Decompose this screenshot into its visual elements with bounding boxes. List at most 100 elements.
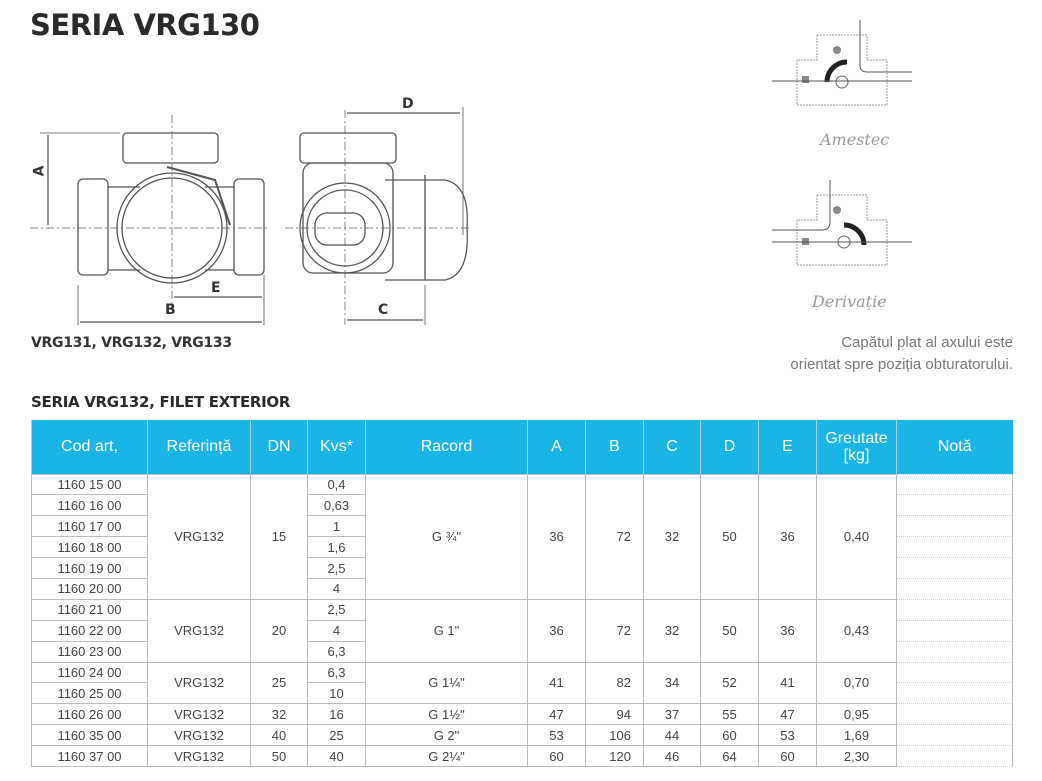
dimension-a-cell: 36 (527, 598, 586, 663)
dimension-c-cell: 46 (643, 745, 701, 767)
dimension-d-cell: 52 (700, 661, 759, 705)
code-cell: 1160 21 00 (31, 598, 148, 621)
note-cell (896, 473, 1013, 496)
dimension-c-cell: 32 (643, 598, 701, 663)
connection-cell: G ¾" (365, 473, 528, 600)
note-cell (896, 640, 1013, 663)
dimension-a-label: A (31, 165, 48, 177)
table-row: 1160 26 00 VRG132 32 16 G 1½" 47 94 37 55 47 0,95 (31, 703, 1013, 726)
column-header-connection: Racord (365, 420, 528, 474)
shaft-note-line: orientat spre poziția obturatorului. (790, 356, 1013, 373)
weight-cell: 1,69 (816, 724, 897, 747)
dn-cell: 15 (250, 473, 308, 600)
kvs-cell: 0,63 (307, 494, 366, 517)
note-cell (896, 703, 1013, 726)
column-header-code: Cod art, (31, 420, 148, 474)
table-title: SERIA VRG132, FILET EXTERIOR (31, 393, 291, 411)
connection-cell: G 2" (365, 724, 528, 747)
kvs-cell: 25 (307, 724, 366, 747)
code-cell: 1160 37 00 (31, 745, 148, 767)
column-header-b: B (585, 420, 644, 474)
kvs-cell: 1,6 (307, 536, 366, 559)
kvs-cell: 2,5 (307, 598, 366, 621)
table-row: 1160 22 00 4 (31, 619, 1013, 642)
column-header-note: Notă (896, 420, 1013, 474)
dimension-d-cell: 60 (700, 724, 759, 747)
code-cell: 1160 22 00 (31, 619, 148, 642)
kvs-cell: 6,3 (307, 661, 366, 684)
code-cell: 1160 17 00 (31, 515, 148, 538)
kvs-cell: 16 (307, 703, 366, 726)
table-row: 1160 19 00 2,5 (31, 557, 1013, 579)
note-cell (896, 577, 1013, 600)
dimension-a-cell: 60 (527, 745, 586, 767)
note-cell (896, 494, 1013, 517)
dimension-e-label: E (211, 280, 221, 296)
dimension-d-cell: 64 (700, 745, 759, 767)
dimension-e-cell: 53 (758, 724, 817, 747)
dimension-d-cell: 50 (700, 473, 759, 600)
note-cell (896, 557, 1013, 579)
dimension-b-cell: 82 (585, 661, 644, 705)
kvs-cell: 40 (307, 745, 366, 767)
dimension-e-cell: 60 (758, 745, 817, 767)
dimension-e-cell: 36 (758, 473, 817, 600)
dimension-a-cell: 36 (527, 473, 586, 600)
mixing-label: Amestec (820, 130, 890, 149)
dimension-c-cell: 37 (643, 703, 701, 726)
dimension-c-cell: 34 (643, 661, 701, 705)
table-row: 1160 23 00 6,3 (31, 640, 1013, 663)
code-cell: 1160 25 00 (31, 682, 148, 705)
column-header-e: E (758, 420, 817, 474)
reference-cell: VRG132 (147, 703, 251, 726)
dimension-e-cell: 36 (758, 598, 817, 663)
weight-cell: 0,40 (816, 473, 897, 600)
weight-cell: 0,43 (816, 598, 897, 663)
table-row: 1160 37 00 VRG132 50 40 G 2¼" 60 120 46 64 60 2,30 (31, 745, 1013, 767)
table-row: 1160 21 00 VRG132 20 2,5 G 1" 36 72 32 50 36 0,43 (31, 598, 1013, 663)
note-cell (896, 536, 1013, 559)
dimension-b-cell: 106 (585, 724, 644, 747)
dimension-b-cell: 72 (585, 598, 644, 663)
kvs-cell: 1 (307, 515, 366, 538)
dimension-d-cell: 50 (700, 598, 759, 663)
kvs-cell: 6,3 (307, 640, 366, 663)
code-cell: 1160 15 00 (31, 473, 148, 496)
table-header-row: Cod art, Referință DN Kvs* Racord A B C D E Greuta… (31, 420, 1013, 474)
note-cell (896, 619, 1013, 642)
dimension-b-label: B (165, 302, 176, 318)
kvs-cell: 2,5 (307, 557, 366, 579)
connection-cell: G 2¼" (365, 745, 528, 767)
dn-cell: 40 (250, 724, 308, 747)
valve-front-view-drawing (30, 115, 270, 325)
dimension-a-cell: 53 (527, 724, 586, 747)
dn-cell: 32 (250, 703, 308, 726)
code-cell: 1160 35 00 (31, 724, 148, 747)
code-cell: 1160 16 00 (31, 494, 148, 517)
dimension-d-label: D (402, 96, 414, 112)
table-row: 1160 20 00 4 (31, 577, 1013, 600)
dimension-a-cell: 41 (527, 661, 586, 705)
kvs-cell: 0,4 (307, 473, 366, 496)
reference-cell: VRG132 (147, 745, 251, 767)
reference-cell: VRG132 (147, 724, 251, 747)
product-table: Cod art, Referință DN Kvs* Racord A B C D E Greuta… (31, 420, 1013, 767)
note-cell (896, 724, 1013, 747)
mixing-flow-diagram (772, 20, 912, 106)
bypass-label: Derivație (812, 292, 887, 311)
column-header-dn: DN (250, 420, 308, 474)
models-caption: VRG131, VRG132, VRG133 (31, 335, 232, 351)
code-cell: 1160 18 00 (31, 536, 148, 559)
connection-cell: G 1¼" (365, 661, 528, 705)
reference-cell: VRG132 (147, 598, 251, 663)
code-cell: 1160 23 00 (31, 640, 148, 663)
reference-cell: VRG132 (147, 661, 251, 705)
connection-cell: G 1" (365, 598, 528, 663)
table-row: 1160 24 00 VRG132 25 6,3 G 1¼" 41 82 34 52 41 0,70 (31, 661, 1013, 705)
shaft-note-line: Capătul plat al axului este (841, 334, 1013, 351)
dimension-b-cell: 94 (585, 703, 644, 726)
column-header-kvs: Kvs* (307, 420, 366, 474)
dimension-b-cell: 120 (585, 745, 644, 767)
weight-cell: 0,95 (816, 703, 897, 726)
page-title: SERIA VRG130 (30, 8, 260, 42)
